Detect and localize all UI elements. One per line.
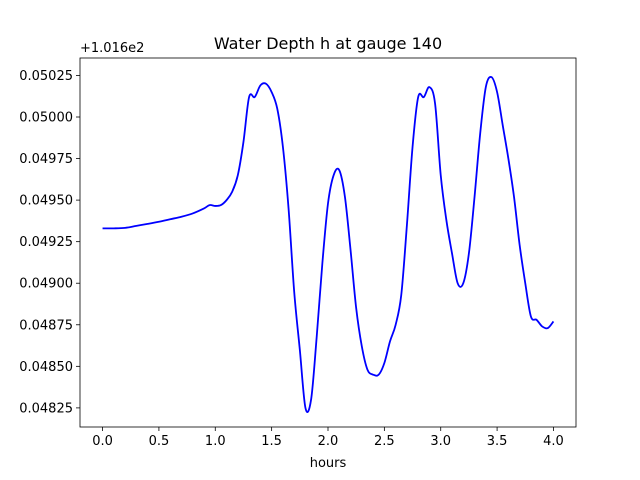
x-axis-label: hours (310, 456, 347, 471)
y-tick-label: 0.04950 (19, 194, 73, 209)
series-line (102, 76, 555, 413)
x-tick-label: 1.5 (261, 434, 282, 449)
y-tick-label: 0.04850 (19, 360, 73, 375)
y-tick-label: 0.04900 (19, 277, 73, 292)
y-tick-label: 0.05025 (19, 69, 73, 84)
plot-area: 0.0 0.5 1.0 1.5 2.0 2.5 3.0 3.5 4.0 0.04825 0.0485… (19, 57, 577, 449)
plot-frame (79, 57, 577, 428)
x-tick-label: 4.0 (543, 434, 564, 449)
y-tick-label: 0.04825 (19, 401, 73, 416)
x-tick-label: 3.5 (487, 434, 508, 449)
x-tick-label: 0.5 (149, 434, 170, 449)
x-tick-label: 1.0 (205, 434, 226, 449)
y-tick-label: 0.04975 (19, 152, 73, 167)
chart-title: Water Depth h at gauge 140 (214, 34, 442, 53)
x-tick-label: 3.0 (430, 434, 451, 449)
y-tick-label: 0.04925 (19, 235, 73, 250)
y-tick-label: 0.04875 (19, 318, 73, 333)
y-tick-label: 0.05000 (19, 111, 73, 126)
x-tick-label: 2.5 (374, 434, 395, 449)
y-offset-text: +1.016e2 (80, 41, 144, 56)
x-tick-label: 0.0 (92, 434, 113, 449)
x-tick-label: 2.0 (318, 434, 339, 449)
